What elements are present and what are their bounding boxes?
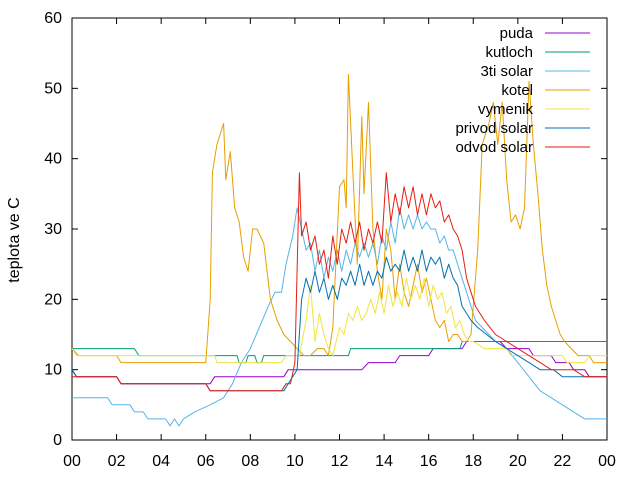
series-layer: [71, 73, 607, 427]
x-tick-label: 20: [509, 453, 527, 470]
legend-label: vymenik: [478, 101, 534, 118]
series-line-privod-solar: [71, 249, 607, 392]
legend-label: privod solar: [455, 120, 533, 137]
series-line-kutloch: [72, 341, 607, 364]
series-line-odvod-solar: [72, 172, 607, 392]
y-axis: 0 10 20 30 40 50 60: [44, 10, 607, 449]
legend-label: 3ti solar: [480, 63, 533, 80]
x-tick-label: 00: [63, 453, 81, 470]
x-tick-label: 12: [331, 453, 349, 470]
x-tick-label: 04: [152, 453, 170, 470]
y-tick-label: 0: [53, 432, 62, 449]
y-axis-title: teplota ve C: [6, 197, 23, 282]
y-tick-label: 60: [44, 10, 62, 27]
y-tick-label: 20: [44, 291, 62, 308]
x-tick-label: 02: [108, 453, 126, 470]
legend-label: puda: [500, 25, 534, 42]
x-tick-label: 08: [241, 453, 259, 470]
legend-label: odvod solar: [455, 139, 533, 156]
legend-label: kutloch: [485, 44, 533, 61]
x-axis: 00 02 04 06 08 10 12 14 16 18 20 22 00: [63, 18, 616, 470]
legend: puda kutloch 3ti solar kotel vymenik privod s…: [455, 25, 590, 156]
series-line-vymenik: [71, 277, 607, 364]
series-line-3ti-solar: [72, 207, 607, 427]
series-line-kotel: [71, 73, 607, 364]
y-tick-label: 40: [44, 151, 62, 168]
x-tick-label: 00: [598, 453, 616, 470]
x-tick-label: 14: [375, 453, 393, 470]
x-tick-label: 18: [464, 453, 482, 470]
y-tick-label: 30: [44, 221, 62, 238]
x-tick-label: 16: [420, 453, 438, 470]
y-tick-label: 10: [44, 362, 62, 379]
x-tick-label: 10: [286, 453, 304, 470]
y-tick-label: 50: [44, 80, 62, 97]
x-tick-label: 06: [197, 453, 215, 470]
x-tick-label: 22: [554, 453, 572, 470]
legend-label: kotel: [501, 82, 533, 99]
